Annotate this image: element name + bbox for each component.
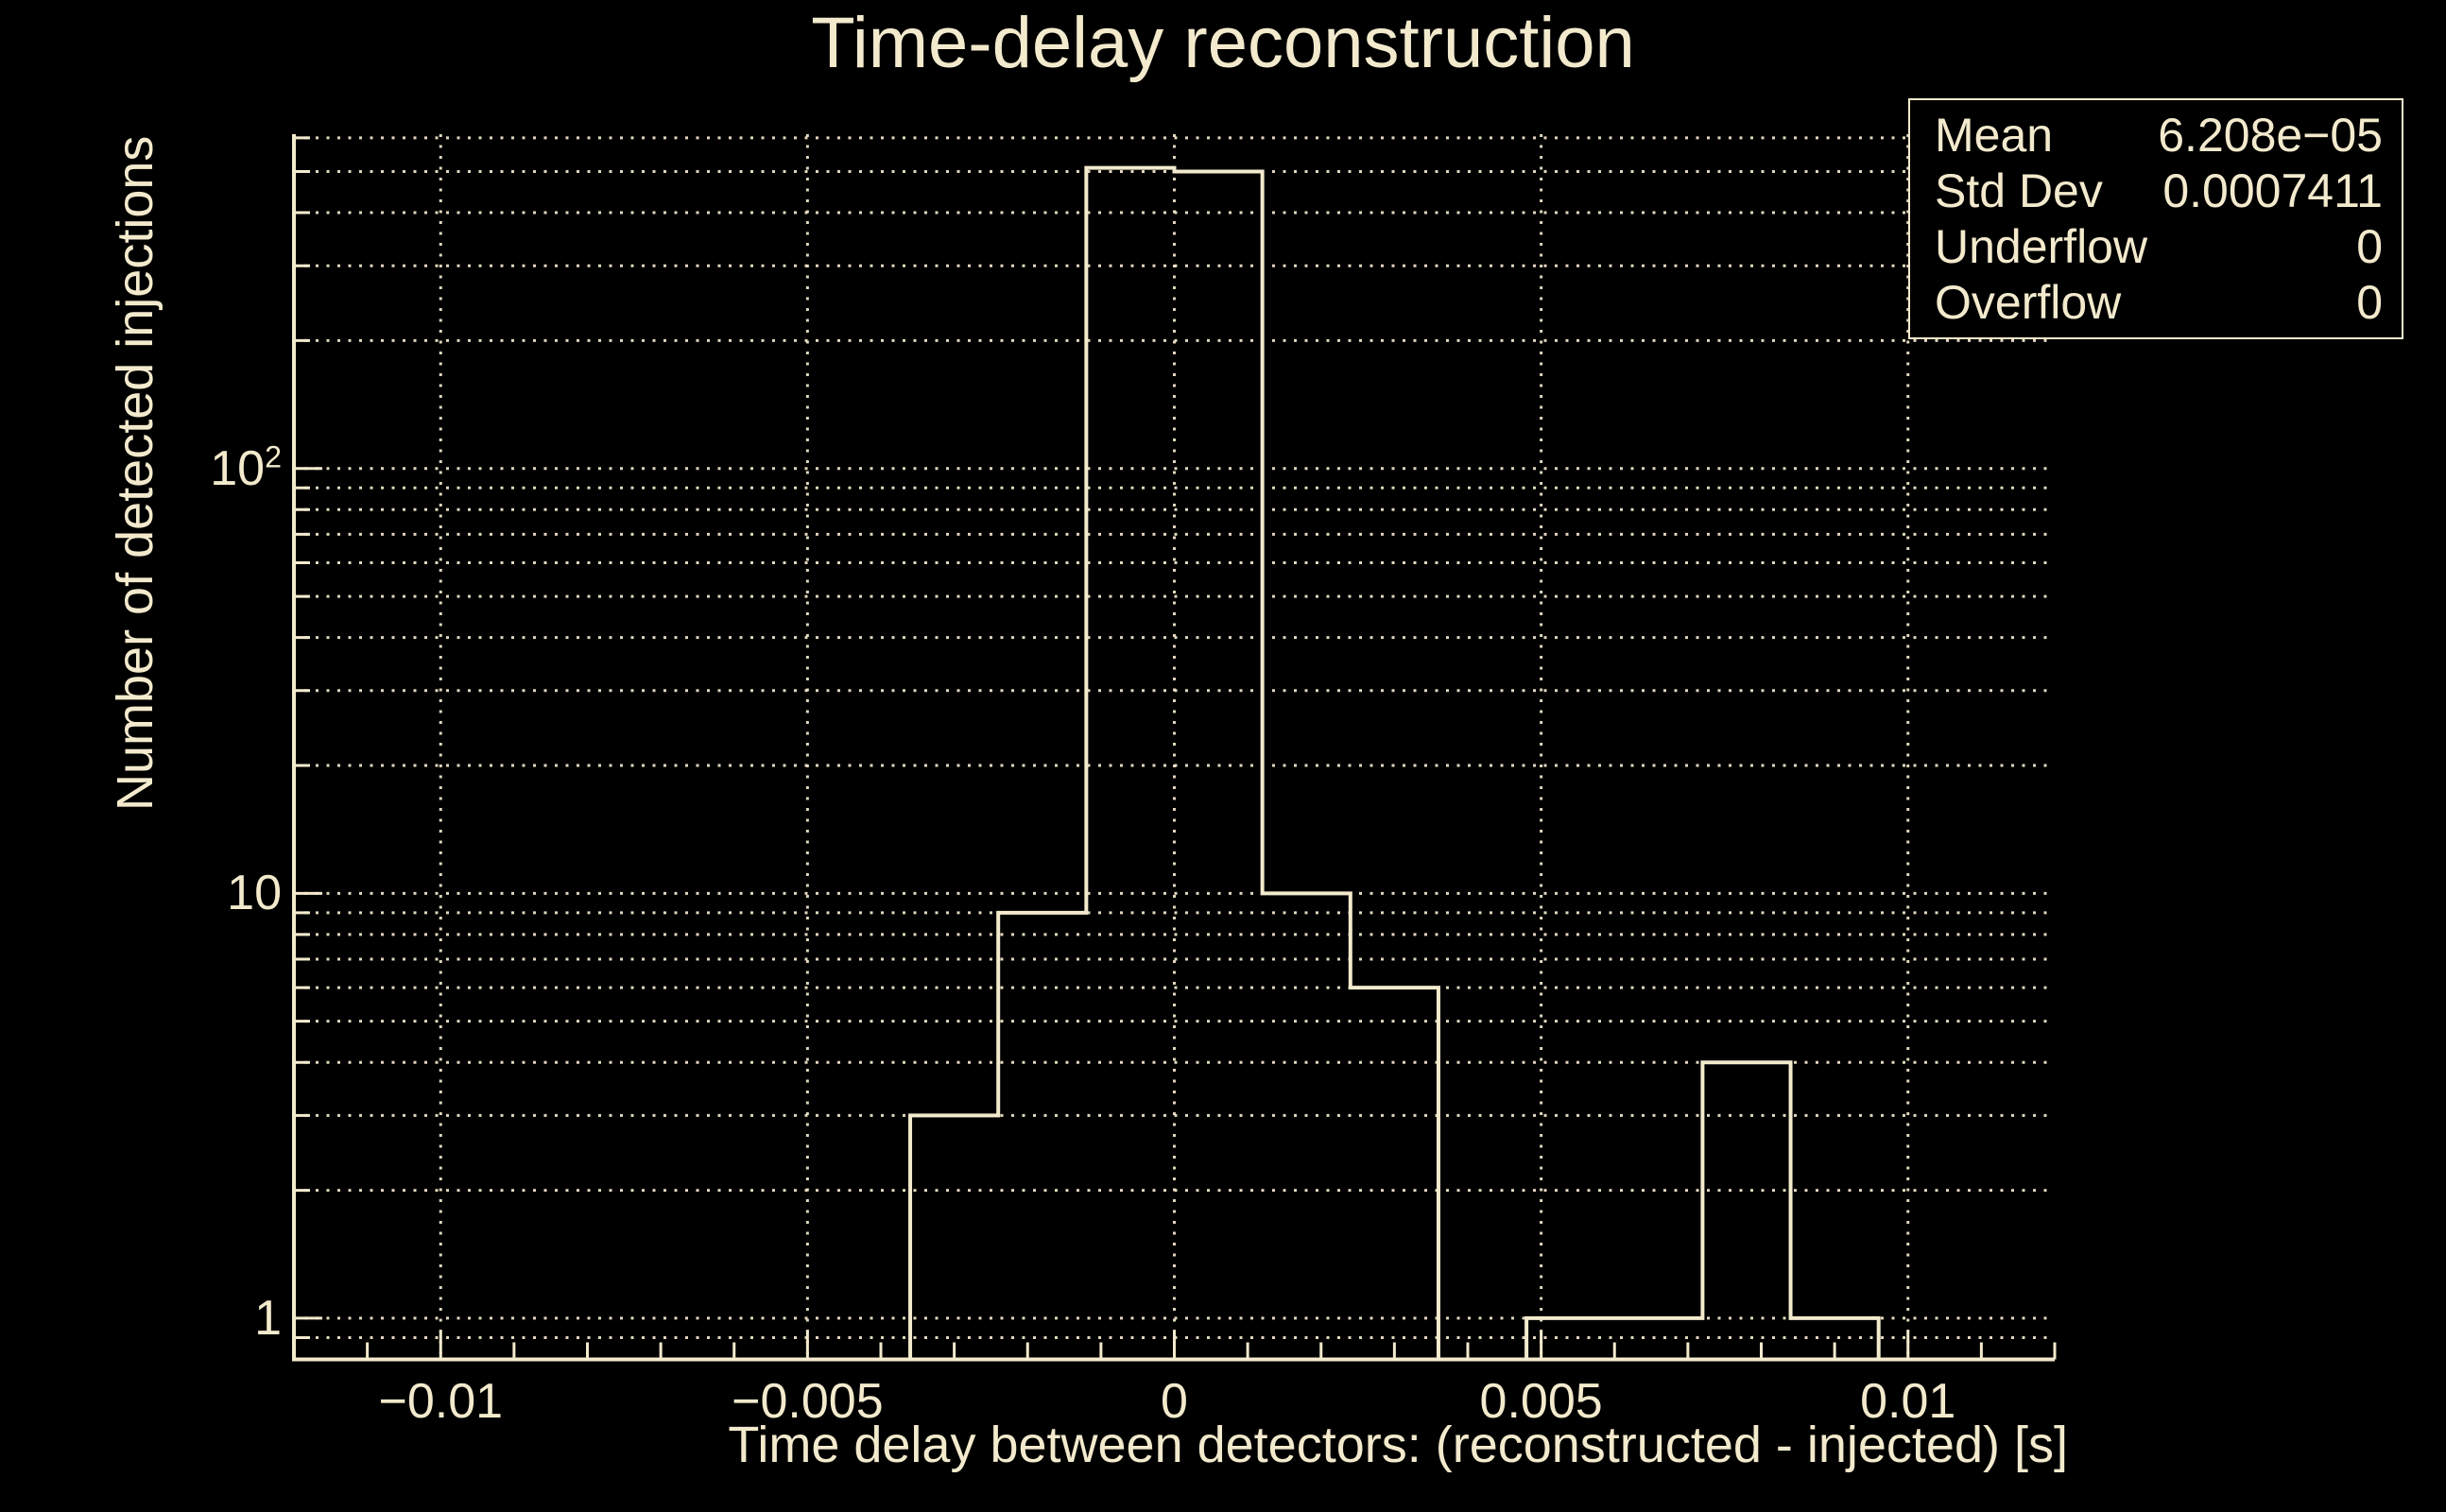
y-tick-text: 10	[210, 440, 266, 496]
stats-label: Underflow	[1935, 219, 2148, 273]
y-tick-label: 1	[254, 1294, 282, 1343]
stats-row: Mean 6.208e−05	[1910, 112, 2402, 159]
stats-label: Std Dev	[1935, 164, 2103, 218]
x-axis-title: Time delay between detectors: (reconstru…	[728, 1417, 2068, 1473]
y-tick-label: 102	[210, 440, 282, 496]
y-tick-label: 10	[227, 868, 282, 918]
y-tick-exponent: 2	[265, 439, 282, 474]
chart-title: Time-delay reconstruction	[811, 3, 1635, 83]
stats-box: Mean 6.208e−05 Std Dev 0.0007411 Underfl…	[1908, 98, 2403, 339]
x-tick-label: 0.005	[1479, 1374, 1603, 1429]
stats-value: 0	[2356, 219, 2383, 273]
y-axis-title: Number of detected injections	[107, 135, 164, 811]
stats-label: Mean	[1935, 109, 2054, 163]
stats-label: Overflow	[1935, 275, 2122, 329]
x-tick-label: 0	[1161, 1374, 1188, 1429]
x-tick-label: 0.01	[1860, 1374, 1956, 1429]
histogram-line	[294, 165, 2055, 1362]
x-tick-label: −0.01	[378, 1374, 504, 1429]
stats-value: 6.208e−05	[2158, 109, 2383, 163]
stats-value: 0	[2356, 275, 2383, 329]
y-tick-text: 1	[254, 1290, 282, 1346]
stats-row: Underflow 0	[1910, 223, 2402, 270]
stats-row: Overflow 0	[1910, 279, 2402, 326]
stats-value: 0.0007411	[2162, 164, 2383, 218]
y-tick-text: 10	[227, 866, 282, 921]
stats-row: Std Dev 0.0007411	[1910, 167, 2402, 215]
x-tick-label: −0.005	[732, 1374, 884, 1429]
